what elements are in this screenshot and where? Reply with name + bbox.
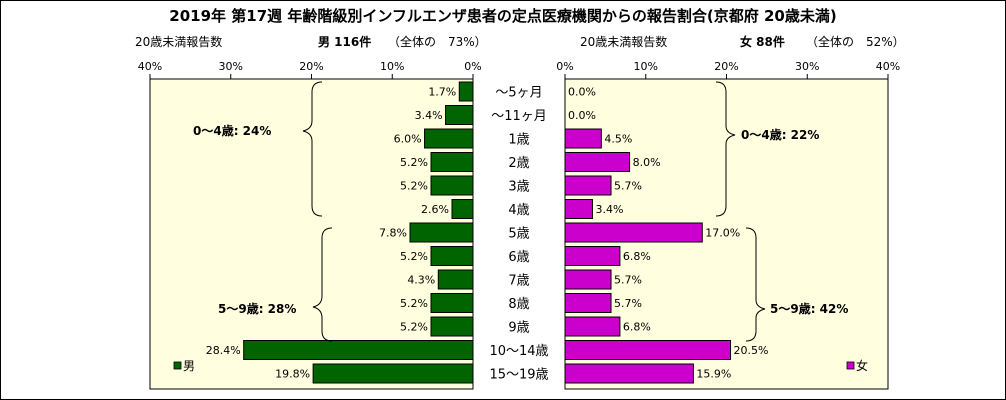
male-bar-value-label: 7.8% [379,227,407,240]
male-brace-0-4 [302,81,323,217]
male-axis-tick-label: 10% [380,60,404,73]
female-bar [564,128,602,149]
category-label: 10〜14歳 [489,344,548,359]
male-axis-tick-label: 0% [464,60,481,73]
female-bar [564,175,612,196]
female-axis-tick-label: 30% [795,60,819,73]
female-bar-value-label: 3.4% [595,203,623,216]
female-bar [564,363,694,384]
male-bar-value-label: 4.3% [407,274,435,287]
female-bar [564,316,621,337]
male-bar [430,246,474,266]
female-bar [564,293,612,313]
male-bar [430,316,474,337]
male-bar [445,105,474,125]
male-bar [430,175,474,196]
category-label: 〜11ヶ月 [491,109,547,124]
category-label: 1歳 [508,133,529,148]
male-bar [437,269,474,290]
female-bar-value-label: 17.0% [705,227,740,240]
female-axis-tick-label: 0% [556,60,573,73]
male-axis-tick-label: 40% [138,60,162,73]
female-bar [564,340,732,360]
male-header-left: 20歳未満報告数 [135,34,222,49]
male-axis-tick-label: 20% [299,60,323,73]
female-header-share: （全体の 52%） [806,34,905,49]
category-label: 3歳 [508,180,529,195]
male-axis-tick-label: 30% [219,60,243,73]
category-label: 15〜19歳 [489,368,548,383]
male-group-label-0-4: 0〜4歳: 24% [193,123,271,138]
male-header-share: （全体の 73%） [388,34,487,49]
male-group-label-5-9: 5〜9歳: 28% [218,301,296,316]
legend-female-label: 女 [856,358,868,373]
female-bar-value-label: 15.9% [696,368,731,381]
category-label: 4歳 [508,203,529,218]
category-label: 〜5ヶ月 [495,86,542,101]
female-bar-value-label: 6.8% [623,321,651,334]
male-bar [430,293,474,313]
category-label: 8歳 [508,297,529,312]
male-bar [458,81,474,102]
male-bar [409,222,474,243]
female-header-count: 女 88件 [740,34,785,49]
male-bar-value-label: 28.4% [206,344,241,357]
chart-title: 2019年 第17週 年齢階級別インフルエンザ患者の定点医療機関からの報告割合(… [169,7,836,25]
category-label: 6歳 [508,250,529,265]
female-bar-value-label: 5.7% [614,180,642,193]
female-bar [564,269,612,290]
female-group-label-0-4: 0〜4歳: 22% [741,127,819,142]
male-bar-value-label: 5.2% [400,297,428,310]
male-header-count: 男 116件 [318,34,371,49]
female-axis-tick-label: 10% [634,60,658,73]
legend-male-label: 男 [183,359,195,373]
male-bar-value-label: 5.2% [400,250,428,263]
female-bar [564,222,703,243]
male-bar [451,199,474,219]
male-bar-value-label: 19.8% [275,368,310,381]
female-bar-value-label: 0.0% [568,86,596,99]
female-brace-0-4 [715,81,736,217]
male-brace-5-9 [312,227,333,342]
female-bar-value-label: 0.0% [568,109,596,122]
female-axis-tick-label: 40% [876,60,900,73]
male-bar [312,363,474,384]
male-bar-value-label: 3.4% [415,109,443,122]
female-bar-value-label: 5.7% [614,297,642,310]
male-bar-value-label: 5.2% [400,156,428,169]
category-label: 7歳 [508,274,529,289]
female-bar [564,246,621,266]
male-bar-value-label: 6.0% [394,133,422,146]
category-label: 9歳 [508,321,529,336]
male-bar [424,128,474,149]
category-label: 2歳 [508,156,529,171]
female-bar-value-label: 6.8% [623,250,651,263]
male-bar-value-label: 2.6% [421,203,449,216]
male-bar [243,340,474,360]
legend-female-swatch [846,361,855,370]
female-bar-value-label: 4.5% [604,133,632,146]
female-group-label-5-9: 5〜9歳: 42% [770,301,848,316]
male-bar [430,152,474,172]
female-brace-5-9 [745,227,766,342]
female-bar [564,152,631,172]
female-header-left: 20歳未満報告数 [580,34,667,49]
legend-male-swatch [173,361,182,370]
female-bar-value-label: 5.7% [614,274,642,287]
category-label: 5歳 [508,227,529,242]
male-bar-value-label: 5.2% [400,321,428,334]
female-bar [564,199,593,219]
male-bar-value-label: 5.2% [400,180,428,193]
female-bar-value-label: 8.0% [633,156,661,169]
female-axis-tick-label: 20% [714,60,738,73]
female-bar-value-label: 20.5% [734,344,769,357]
male-bar-value-label: 1.7% [428,86,456,99]
